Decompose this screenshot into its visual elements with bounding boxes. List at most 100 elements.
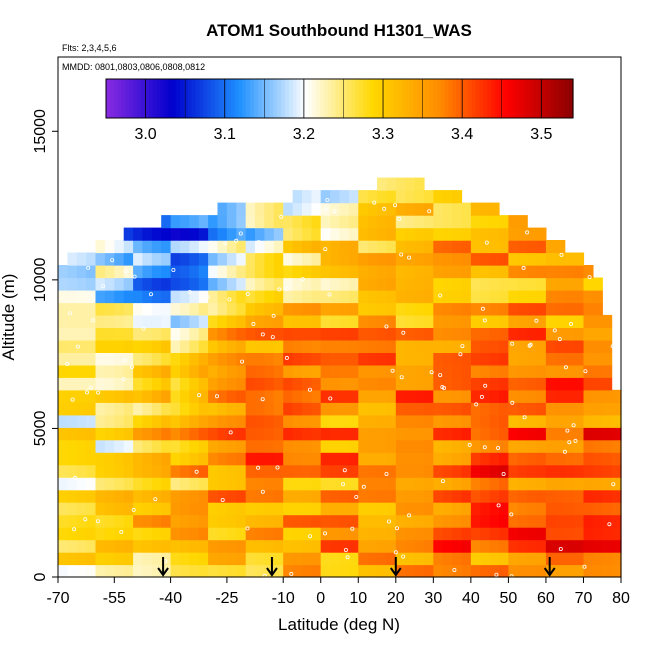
heat-cell xyxy=(161,439,172,453)
heat-cell xyxy=(311,202,322,216)
heat-cell xyxy=(592,427,603,441)
heat-cell xyxy=(330,290,341,304)
heat-cell xyxy=(142,364,153,378)
heat-cell xyxy=(142,402,153,416)
heat-cell xyxy=(470,202,481,216)
heat-cell xyxy=(170,265,181,279)
heat-cell xyxy=(452,452,463,466)
heat-cell xyxy=(311,414,322,428)
heat-cell xyxy=(264,290,275,304)
heat-cell xyxy=(217,215,228,229)
heat-cell xyxy=(180,389,190,403)
heat-cell xyxy=(592,452,603,466)
heat-cell xyxy=(151,302,162,316)
heat-cell xyxy=(58,402,68,416)
heat-cell xyxy=(151,489,162,503)
heat-cell xyxy=(67,265,78,279)
heat-cell xyxy=(255,477,265,491)
colorbar-segment xyxy=(378,79,383,118)
heat-cell xyxy=(377,314,387,328)
heat-cell xyxy=(339,265,350,279)
heat-cell xyxy=(320,414,331,428)
heat-cell xyxy=(499,377,509,391)
heat-cell xyxy=(564,277,575,291)
colorbar-frame xyxy=(105,78,574,119)
heat-cell xyxy=(564,265,575,279)
heat-cell xyxy=(283,389,294,403)
heat-cell xyxy=(442,290,453,304)
colorbar-segment xyxy=(355,79,360,118)
heat-cell xyxy=(217,527,228,541)
heat-cell xyxy=(95,477,106,491)
heat-cell xyxy=(273,402,284,416)
colorbar-segment xyxy=(343,79,348,118)
heat-cell xyxy=(283,502,294,516)
sample-point xyxy=(484,240,489,245)
heat-cell xyxy=(564,414,575,428)
sample-point xyxy=(407,255,412,260)
heat-cell xyxy=(405,352,416,366)
heat-cell xyxy=(208,215,219,229)
heat-cell xyxy=(142,240,153,254)
sample-point xyxy=(467,442,472,447)
heat-cell xyxy=(423,352,434,366)
heat-cell xyxy=(217,352,228,366)
heat-cell xyxy=(123,302,134,316)
heat-cell xyxy=(395,527,406,541)
heat-cell xyxy=(189,539,200,553)
heat-cell xyxy=(311,265,322,279)
heat-cell xyxy=(452,252,463,266)
heat-cell xyxy=(489,215,500,229)
heat-cell xyxy=(264,477,275,491)
heat-cell xyxy=(527,502,538,516)
heat-cell xyxy=(264,240,275,254)
sample-point xyxy=(260,397,265,402)
heat-cell xyxy=(226,364,237,378)
heat-cell xyxy=(480,339,491,353)
heat-cell xyxy=(273,314,284,328)
heat-cell xyxy=(470,290,481,304)
heat-cell xyxy=(602,364,613,378)
heat-cell xyxy=(433,227,444,241)
heat-cell xyxy=(442,339,453,353)
colorbar-segment xyxy=(487,79,492,118)
heat-cell xyxy=(405,240,416,254)
heat-cell xyxy=(161,290,172,304)
heat-cell xyxy=(499,514,509,528)
flight-marker-head xyxy=(543,567,556,577)
heat-cell xyxy=(602,539,613,553)
sample-point xyxy=(582,564,587,569)
heat-cell xyxy=(189,290,200,304)
heat-cell xyxy=(367,265,378,279)
heat-cell xyxy=(414,277,425,291)
heat-cell xyxy=(151,290,162,304)
sample-point xyxy=(372,200,377,205)
heat-cell xyxy=(133,252,144,266)
heat-cell xyxy=(348,190,359,204)
heat-cell xyxy=(245,314,256,328)
colorbar-segment xyxy=(526,79,531,118)
heat-cell xyxy=(489,327,500,341)
heat-cell xyxy=(320,477,331,491)
heat-cell xyxy=(592,552,603,566)
heat-cell xyxy=(208,527,219,541)
heat-cell xyxy=(302,202,312,216)
colorbar-segment xyxy=(269,79,274,118)
heat-cell xyxy=(377,477,387,491)
heat-cell xyxy=(283,427,294,441)
sample-point xyxy=(70,397,75,402)
heat-cell xyxy=(517,414,528,428)
heat-cell xyxy=(245,252,256,266)
heat-cell xyxy=(555,240,566,254)
heat-cell xyxy=(198,339,209,353)
heat-cell xyxy=(198,215,209,229)
heat-cell xyxy=(264,352,275,366)
heat-cell xyxy=(386,389,397,403)
heat-cell xyxy=(348,402,359,416)
heat-cell xyxy=(470,327,481,341)
x-tick-label: 20 xyxy=(387,590,405,607)
sample-point xyxy=(429,370,434,375)
heat-cell xyxy=(489,552,500,566)
colorbar-segment xyxy=(253,79,259,118)
